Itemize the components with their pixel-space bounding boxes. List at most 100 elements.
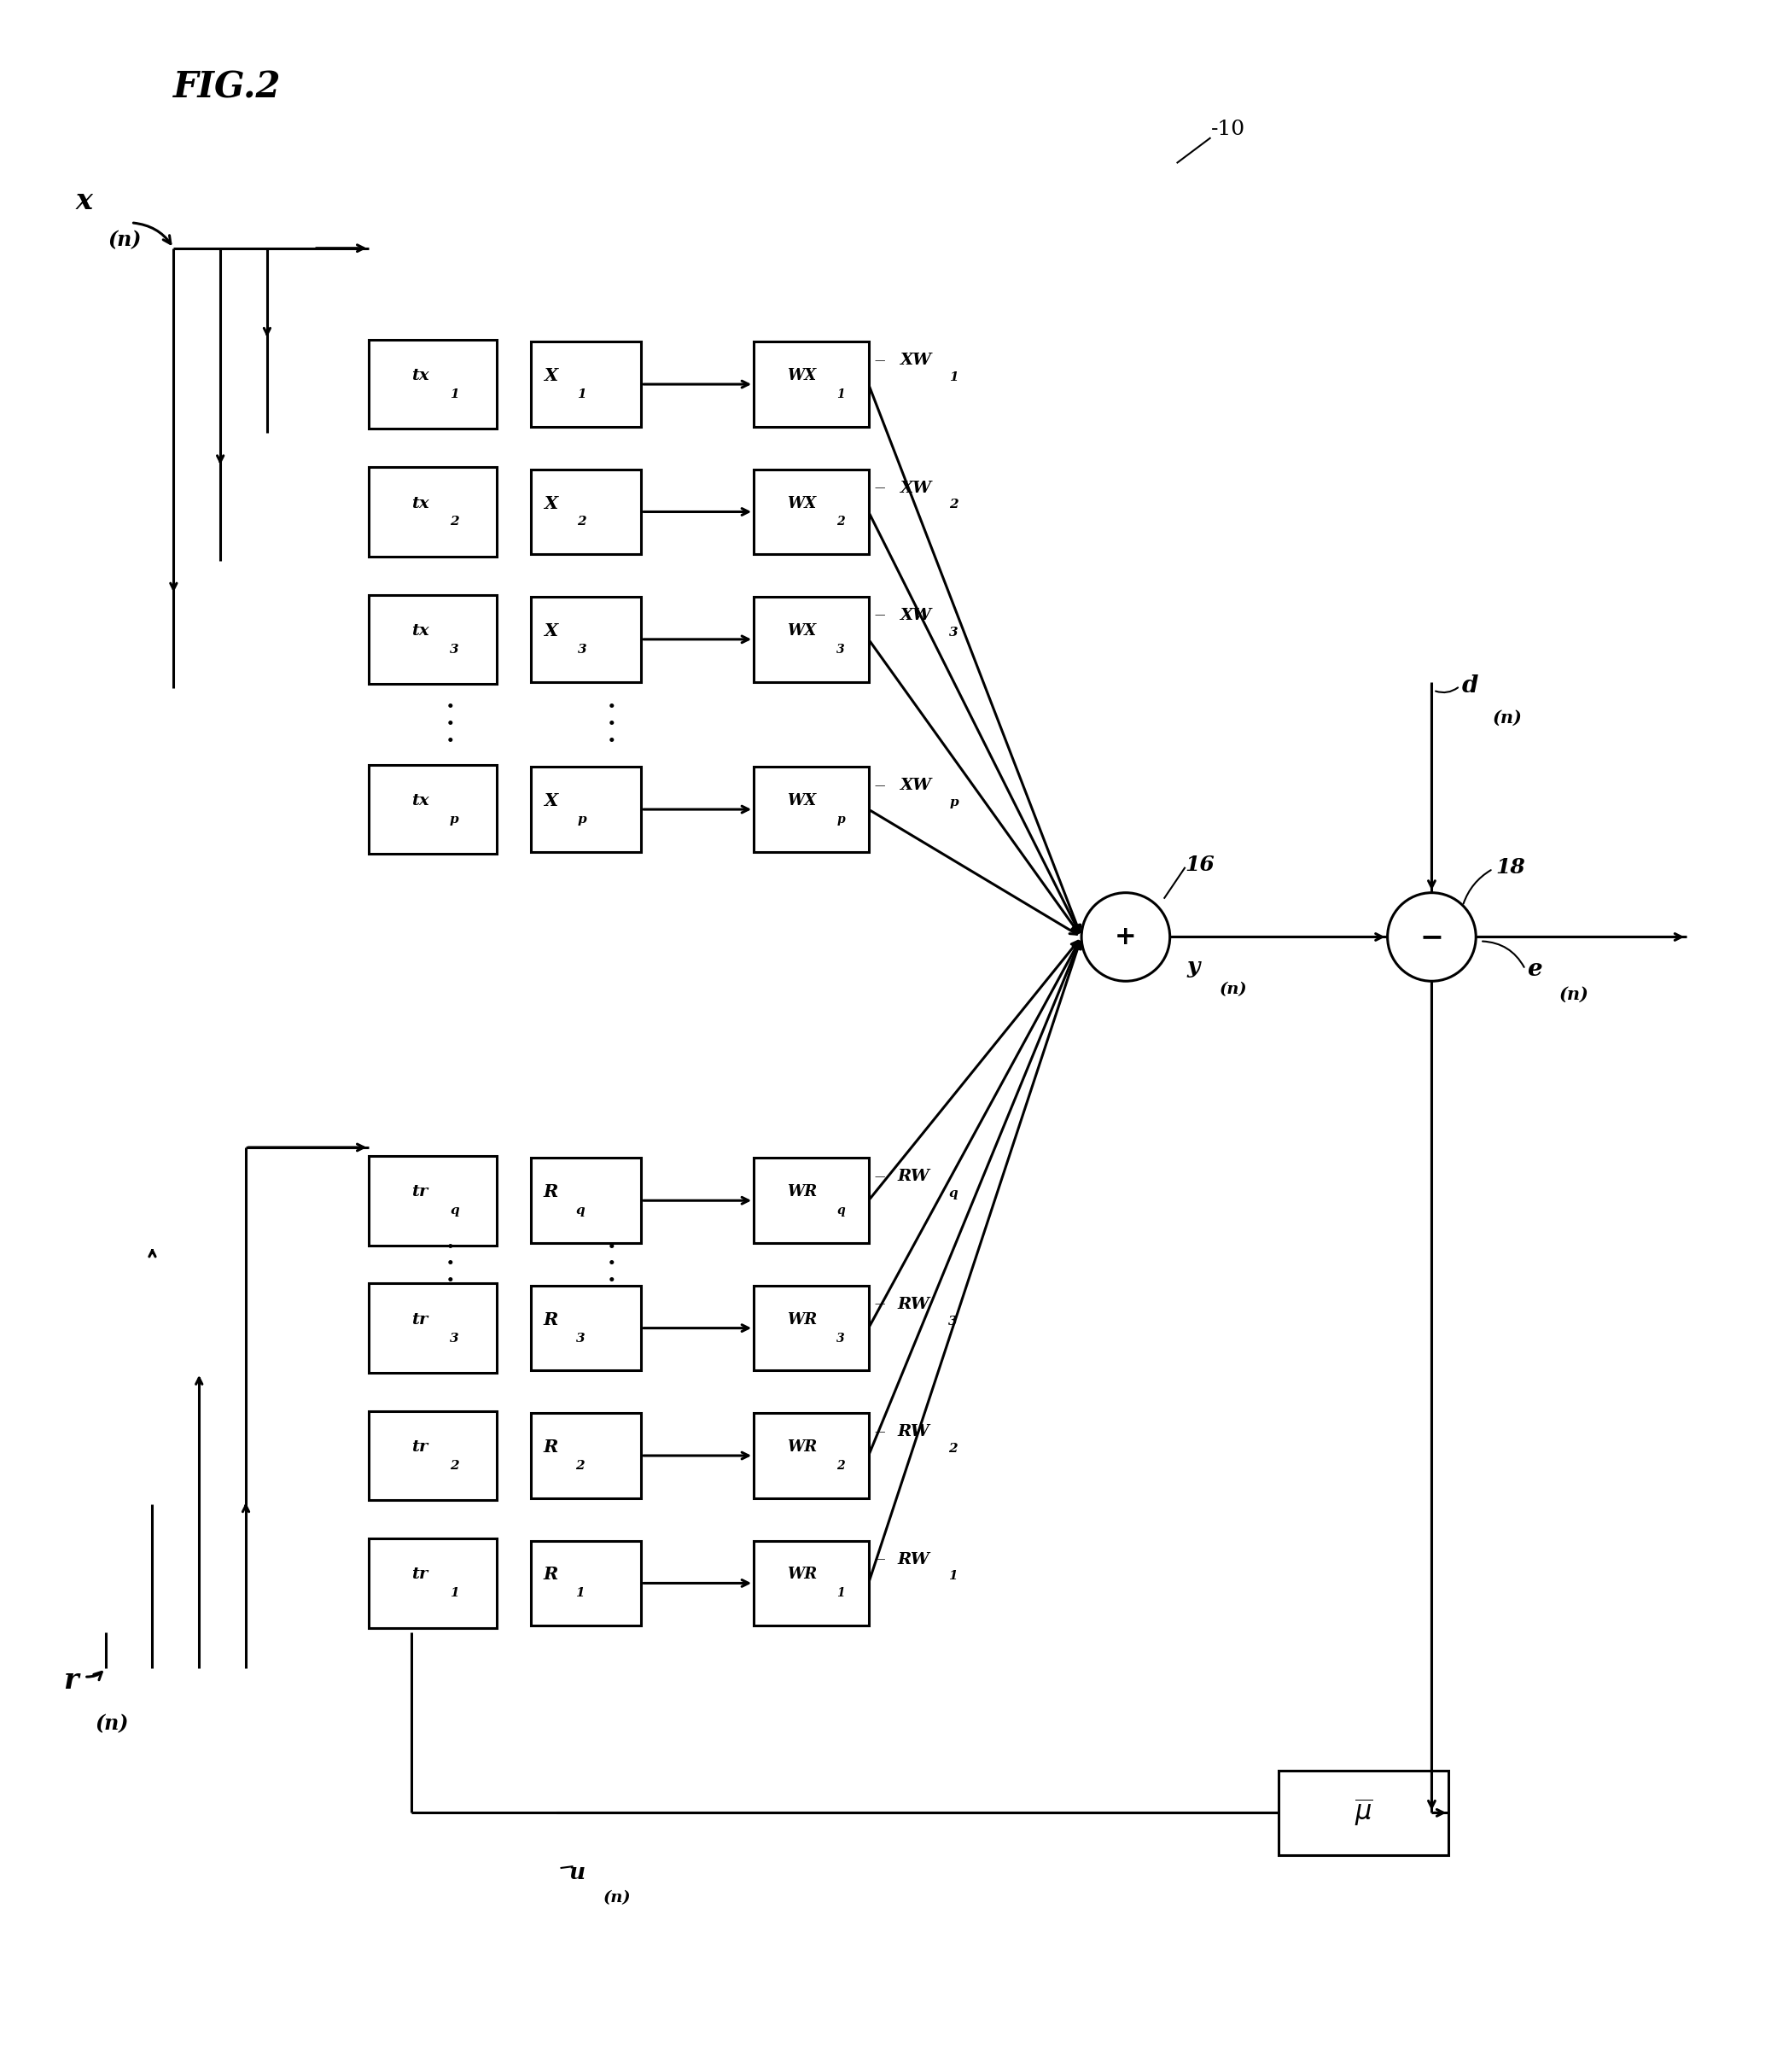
- Text: (n): (n): [1493, 709, 1523, 725]
- Text: (n): (n): [108, 230, 142, 251]
- Text: ·: ·: [608, 1235, 615, 1260]
- Text: 2: 2: [450, 516, 458, 528]
- Text: R: R: [544, 1183, 558, 1200]
- Text: tx: tx: [412, 624, 430, 638]
- Text: 3: 3: [578, 644, 586, 655]
- Text: 3: 3: [450, 1332, 458, 1345]
- Text: q: q: [576, 1204, 585, 1216]
- Text: (n): (n): [602, 1890, 631, 1906]
- Text: 3: 3: [949, 626, 958, 638]
- Text: $\overline{\mu}$: $\overline{\mu}$: [1354, 1796, 1374, 1830]
- Text: WX: WX: [787, 495, 817, 512]
- Bar: [370, 466, 496, 557]
- Text: 1: 1: [450, 387, 458, 400]
- Text: R: R: [544, 1438, 558, 1457]
- Text: —: —: [874, 483, 888, 493]
- Circle shape: [1388, 893, 1477, 982]
- Text: RW: RW: [897, 1297, 929, 1312]
- Text: q: q: [450, 1204, 458, 1216]
- Text: 2: 2: [578, 516, 586, 528]
- Text: tx: tx: [412, 369, 430, 383]
- Text: (n): (n): [96, 1714, 130, 1734]
- Text: ·: ·: [446, 1235, 453, 1260]
- Bar: [753, 597, 869, 682]
- Text: —: —: [874, 609, 888, 622]
- Text: 1: 1: [949, 1571, 958, 1583]
- Text: —: —: [874, 1299, 888, 1310]
- Text: ·: ·: [608, 1254, 615, 1276]
- Text: q: q: [949, 1187, 958, 1200]
- Text: −: −: [1420, 922, 1443, 951]
- Bar: [531, 1285, 641, 1370]
- Text: ·: ·: [446, 713, 453, 736]
- Text: —: —: [874, 354, 888, 367]
- Text: 16: 16: [1185, 854, 1215, 874]
- Text: 2: 2: [576, 1461, 585, 1471]
- Bar: [370, 595, 496, 684]
- Text: 3: 3: [837, 1332, 844, 1345]
- Bar: [370, 1539, 496, 1629]
- Text: 2: 2: [837, 516, 844, 528]
- Text: —: —: [874, 779, 888, 792]
- Bar: [531, 1158, 641, 1243]
- Text: 2: 2: [949, 1442, 958, 1455]
- Text: r: r: [62, 1666, 78, 1695]
- Text: tr: tr: [412, 1566, 428, 1583]
- Bar: [753, 342, 869, 427]
- Bar: [531, 767, 641, 852]
- Text: tr: tr: [412, 1185, 428, 1200]
- Text: RW: RW: [897, 1552, 929, 1566]
- Text: x: x: [76, 186, 92, 215]
- Text: —: —: [874, 1426, 888, 1438]
- Text: 2: 2: [837, 1461, 844, 1471]
- Bar: [531, 468, 641, 555]
- Text: q: q: [837, 1204, 846, 1216]
- Bar: [753, 468, 869, 555]
- Text: +: +: [1114, 924, 1137, 949]
- Bar: [753, 767, 869, 852]
- Bar: [370, 765, 496, 854]
- Circle shape: [1082, 893, 1169, 982]
- Bar: [1279, 1769, 1448, 1854]
- Bar: [531, 1413, 641, 1498]
- Bar: [753, 1285, 869, 1370]
- Text: 18: 18: [1496, 858, 1525, 876]
- Text: XW: XW: [899, 481, 931, 495]
- Text: WX: WX: [787, 794, 817, 808]
- Text: 1: 1: [450, 1587, 458, 1600]
- Bar: [753, 1542, 869, 1627]
- Text: 1: 1: [837, 387, 844, 400]
- Text: XW: XW: [899, 352, 931, 369]
- Text: tr: tr: [412, 1312, 428, 1328]
- Text: WR: WR: [787, 1312, 817, 1328]
- Bar: [370, 1283, 496, 1374]
- Text: ·: ·: [446, 1254, 453, 1276]
- Bar: [531, 597, 641, 682]
- Text: ·: ·: [608, 713, 615, 736]
- Text: ·: ·: [608, 1270, 615, 1293]
- Text: ·: ·: [608, 696, 615, 719]
- Text: X: X: [544, 792, 558, 810]
- Text: RW: RW: [897, 1169, 929, 1185]
- Text: e: e: [1526, 957, 1542, 980]
- Text: 3: 3: [837, 644, 844, 655]
- Text: XW: XW: [899, 607, 931, 624]
- Text: 1: 1: [837, 1587, 844, 1600]
- Bar: [370, 1156, 496, 1245]
- Text: -10: -10: [1210, 120, 1246, 139]
- Text: WX: WX: [787, 624, 817, 638]
- Bar: [531, 1542, 641, 1627]
- Text: p: p: [450, 814, 458, 825]
- Text: WR: WR: [787, 1440, 817, 1455]
- Text: ·: ·: [446, 1270, 453, 1293]
- Text: u: u: [569, 1861, 585, 1883]
- Text: WX: WX: [787, 369, 817, 383]
- Text: WR: WR: [787, 1566, 817, 1583]
- Text: d: d: [1461, 675, 1478, 698]
- Text: XW: XW: [899, 777, 931, 794]
- Text: 2: 2: [450, 1461, 458, 1471]
- Text: (n): (n): [1219, 982, 1247, 997]
- Text: tr: tr: [412, 1440, 428, 1455]
- Text: 2: 2: [949, 499, 958, 512]
- Text: 1: 1: [578, 387, 586, 400]
